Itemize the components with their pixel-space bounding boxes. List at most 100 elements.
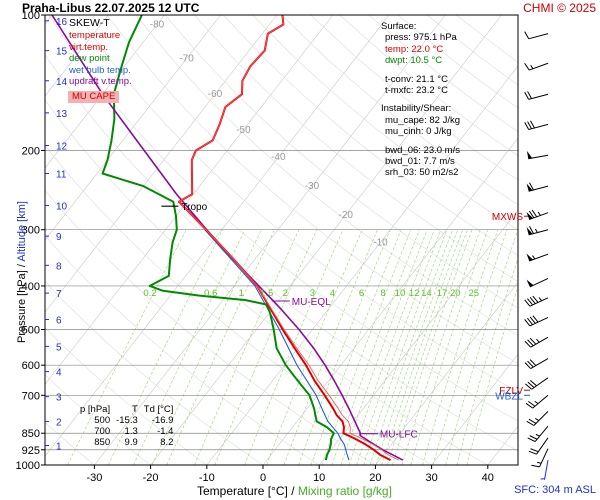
mixing-ratio-label: 10 [395,288,406,299]
dewpoint-line [101,15,335,461]
dry-adiabat-line [281,15,518,205]
mixing-ratio-line [466,285,518,465]
table-row: 700 1.3 -1.4 [77,426,176,437]
wind-barb-staff [529,297,549,307]
wind-barb-half [532,255,536,260]
annotation-mu-lfc: MU-LFC [380,430,418,441]
wind-barb-pennant [526,227,533,235]
y-axis-label-pressure: Pressure [hPa] [16,270,28,343]
surface-temperature: temp: 22.0 °C [385,43,444,55]
levels-cell: 850 [94,437,111,448]
mu-cape-badge: MU CAPE [68,91,120,103]
wind-barb [526,209,549,221]
altitude-tick-label: 10 [56,201,68,212]
x-axis-label-mixing: Mixing ratio [g/kg] [297,484,392,498]
altitude-tick-label: 12 [56,142,68,153]
mixing-ratio-label: 1 [239,288,244,299]
dry-adiabat-line [135,15,518,336]
legend-item-temperature: temperature [69,30,121,42]
wind-barb-full [527,437,536,442]
x-tick-label: 30 [425,472,437,484]
wind-barb-pennant [526,183,533,192]
levels-cell: -1.4 [157,426,174,437]
x-axis-label-temperature: Temperature [°C] [197,484,288,498]
dry-adiabat-line [456,15,518,63]
y-tick-label: 925 [22,445,40,457]
isotherm-line [318,209,518,465]
mixing-ratio-label: 6 [359,288,364,299]
wind-barb-half [537,461,542,464]
altitude-tick-label: 6 [56,316,62,327]
wind-barb-full [529,316,536,324]
instability-heading: Instability/Shear: [381,103,452,115]
y-tick-label: 100 [22,10,40,22]
y-axis-label-altitude: Altitude [km] [16,201,28,262]
wind-barb-staff [531,377,549,390]
wind-barb-full [527,339,534,347]
mixing-ratio-label: 2 [283,288,288,299]
wind-barb-staff [536,437,549,455]
isotherm-line [431,353,518,465]
srh-03-value: srh_03: 50 m2/s2 [385,167,459,179]
x-tick-label: -20 [143,472,159,484]
legend-item-virt-temp: virt.temp. [69,41,109,53]
isotherm-label: -70 [179,54,194,65]
annotation-fzlv: FZLV [499,386,523,397]
dry-adiabat-line [45,235,320,465]
annotation-wbzl: WBZL [495,391,523,402]
grid-layer [45,15,600,465]
isotherm-line [544,15,600,465]
dry-adiabat-line [77,15,518,393]
wind-barb-full [524,340,532,348]
y-tick-label: 200 [22,145,40,157]
wind-barb-full [527,298,533,306]
x-tick-label: -30 [86,472,102,484]
dry-adiabat-line [106,15,518,364]
wind-barb-pennant [526,253,533,262]
wind-barb-full [532,295,539,303]
wind-barb [525,394,549,409]
chart-title: Praha-Libus 22.07.2025 12 UTC [22,1,200,15]
altitude-tick-label: 16 [56,17,68,28]
wind-barb-full [530,448,539,453]
wind-barb-full [524,299,531,307]
mixing-ratio-line [151,229,262,465]
wind-barb-full [527,121,533,130]
mixing-ratio-line [214,229,318,465]
dry-adiabat-line [252,15,518,231]
wind-barb-half [535,418,540,421]
virtual-temperature-line [178,15,400,461]
mixing-ratio-line [166,229,275,465]
mixing-ratio-line [194,229,300,465]
wind-barb-full [524,91,530,100]
mixing-ratio-line [283,229,378,465]
wind-barb-full [531,464,540,468]
x-tick-label: 20 [369,472,381,484]
wind-barb [525,377,549,390]
plot-frame [44,14,519,466]
y-tick-label: 850 [22,428,40,440]
mixing-ratio-line [422,229,499,465]
surface-dewpoint: dwpt: 10.5 °C [385,55,443,67]
updraft-line [51,15,404,461]
wind-barb-half [530,65,534,69]
annotation-tropo: Tropo [181,202,207,213]
y-tick-label: 500 [22,325,40,337]
levels-header-p: p [hPa] [80,404,111,415]
wind-barb [524,336,549,348]
isotherm-label: -50 [236,125,251,136]
levels-cell: -15.3 [116,415,138,426]
mixing-ratio-line [108,229,223,465]
legend-item-updraft: updraft v.temp. [69,76,132,88]
mixing-ratio-line [356,229,442,465]
wind-barb-staff [528,154,549,160]
wind-barb [531,448,549,468]
isotherm-line [45,15,165,169]
altitude-tick-label: 7 [56,289,62,300]
wind-barb-full [527,317,533,325]
wind-barb [524,315,549,327]
mixing-ratio-label: 0.6 [204,288,217,299]
wind-barb-staff [528,33,549,40]
legend-item-wet-bulb: wet bulb temp. [69,64,131,76]
surface-heading: Surface: [381,21,417,32]
